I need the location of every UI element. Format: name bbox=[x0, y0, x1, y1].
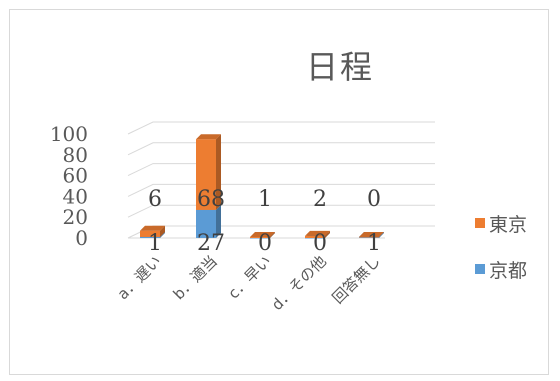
legend-item-tokyo: 東京 bbox=[475, 212, 528, 236]
x-tick-label: b．適当 bbox=[170, 252, 221, 303]
legend-swatch-tokyo bbox=[475, 218, 485, 228]
data-label-tokyo: 68 bbox=[197, 187, 225, 212]
bar-tokyo-1-top bbox=[196, 134, 221, 140]
data-label-kyoto: 27 bbox=[197, 231, 225, 256]
y-tick-label: 80 bbox=[63, 143, 88, 167]
bar-tokyo-2-side bbox=[270, 231, 275, 238]
y-tick-label: 60 bbox=[63, 164, 88, 188]
bar-kyoto-2-front bbox=[250, 238, 270, 239]
gridline bbox=[127, 142, 435, 156]
y-tick-label: 100 bbox=[50, 122, 88, 146]
legend-label-tokyo: 東京 bbox=[489, 213, 528, 236]
bar-tokyo-1-front bbox=[196, 139, 216, 210]
gridline bbox=[127, 183, 435, 197]
bar-tokyo-2-top bbox=[250, 231, 275, 237]
floor-back-edge bbox=[127, 225, 435, 239]
data-label-kyoto: 0 bbox=[258, 231, 272, 256]
bar-tokyo-0-side bbox=[160, 225, 165, 237]
legend-label-kyoto: 京都 bbox=[489, 259, 528, 282]
bar-tokyo-3-top bbox=[305, 230, 330, 236]
data-label-tokyo: 6 bbox=[148, 187, 162, 212]
bar-tokyo-3-side bbox=[325, 230, 330, 238]
bar-tokyo-2-front bbox=[250, 236, 270, 238]
bar-kyoto-4-side bbox=[379, 231, 384, 238]
legend-swatch-kyoto bbox=[475, 264, 485, 274]
bar-kyoto-0-side bbox=[160, 231, 165, 238]
chart-title: 日程 bbox=[305, 48, 374, 86]
gridline bbox=[127, 121, 435, 135]
bar-kyoto-1-front bbox=[196, 209, 216, 238]
bar-kyoto-3-front bbox=[305, 238, 325, 239]
x-tick-label: a．遅い bbox=[114, 252, 165, 303]
bar-kyoto-1-side bbox=[216, 204, 221, 238]
y-tick-label: 0 bbox=[75, 226, 88, 250]
bar-tokyo-0-top bbox=[140, 225, 165, 231]
bar-tokyo-3-front bbox=[305, 235, 325, 238]
y-tick-label: 40 bbox=[63, 184, 88, 208]
data-label-tokyo: 2 bbox=[313, 187, 327, 212]
bar-kyoto-4-front bbox=[359, 236, 379, 238]
legend: 東京 京都 bbox=[475, 212, 527, 304]
x-tick-label: d．その他 bbox=[268, 252, 330, 314]
bar-tokyo-0-front bbox=[140, 230, 160, 237]
data-label-kyoto: 0 bbox=[313, 231, 327, 256]
data-label-kyoto: 1 bbox=[148, 231, 162, 256]
data-label-tokyo: 1 bbox=[258, 187, 272, 212]
bar-kyoto-0-front bbox=[140, 236, 160, 238]
data-label-tokyo: 0 bbox=[367, 187, 381, 212]
chart-plot: 02040608010061a．遅い6827b．適当10c．早い20d．その他0… bbox=[50, 121, 435, 314]
x-tick-label: c．早い bbox=[224, 252, 274, 302]
bar-tokyo-4-top bbox=[359, 231, 384, 237]
gridline bbox=[127, 163, 435, 177]
legend-item-kyoto: 京都 bbox=[475, 258, 528, 282]
bar-tokyo-1-side bbox=[216, 134, 221, 210]
y-tick-label: 20 bbox=[63, 205, 88, 229]
bar-tokyo-4-front bbox=[359, 236, 379, 238]
gridline bbox=[127, 204, 435, 218]
x-tick-label: 回答無し bbox=[329, 252, 384, 307]
data-label-kyoto: 1 bbox=[367, 231, 381, 256]
chart-area: 0 20 40 60 80 100 6 1 a．遅い 68 27 b．適当 1 0 c．早い 2 0 d．その他 0… bbox=[9, 9, 549, 375]
